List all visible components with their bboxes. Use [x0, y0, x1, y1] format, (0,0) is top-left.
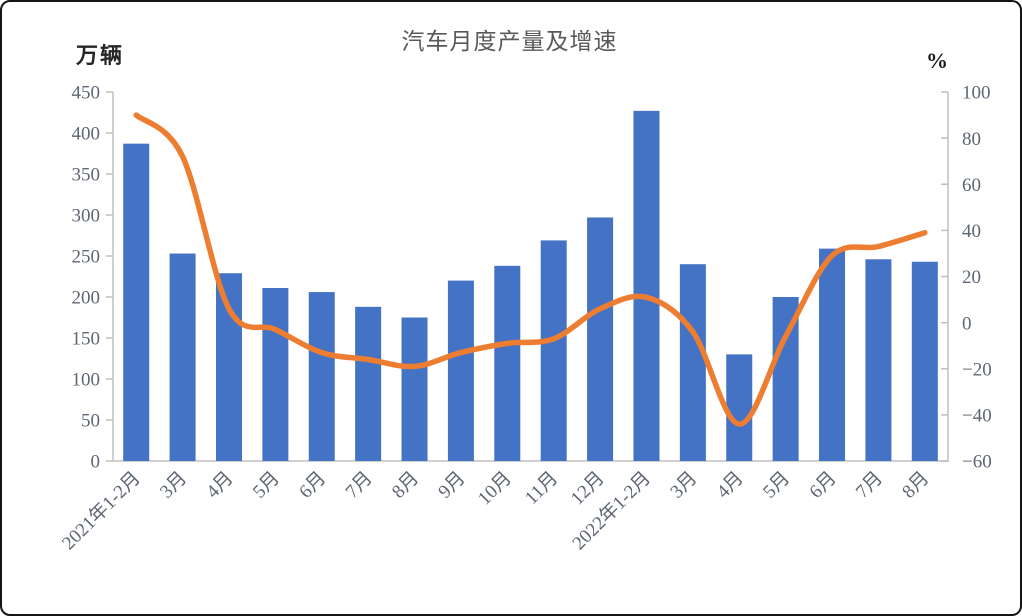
production-bar	[262, 287, 289, 461]
left-axis-tick-label: 0	[91, 452, 101, 473]
production-bar	[726, 354, 753, 461]
production-bar	[865, 259, 892, 461]
x-axis-category-label: 7月	[852, 468, 887, 503]
production-bar	[587, 217, 614, 461]
x-axis-category-label: 2021年1-2月	[58, 467, 145, 554]
x-axis-category-label: 5月	[759, 468, 794, 503]
x-axis-category-label: 8月	[898, 468, 933, 503]
left-axis-tick-label: 350	[72, 165, 101, 186]
production-bar	[494, 265, 521, 461]
right-axis-unit-label: %	[926, 48, 948, 73]
x-axis-category-label: 6月	[806, 468, 841, 503]
production-bar	[911, 261, 938, 461]
right-axis-tick-label: 0	[962, 313, 972, 334]
left-axis-tick-label: 150	[72, 329, 101, 350]
right-axis-tick-label: −20	[962, 359, 992, 380]
production-bar	[679, 264, 706, 461]
left-axis-tick-label: 450	[72, 83, 101, 104]
x-axis-category-label: 6月	[295, 468, 330, 503]
x-axis-category-label: 7月	[342, 468, 377, 503]
production-bar	[540, 240, 567, 461]
left-axis-tick-label: 50	[81, 411, 100, 432]
right-axis-tick-label: 40	[962, 221, 981, 242]
x-axis-category-label: 4月	[713, 468, 748, 503]
left-axis-tick-label: 200	[72, 288, 101, 309]
right-axis-tick-label: −60	[962, 452, 992, 473]
x-axis-category-label: 12月	[567, 468, 609, 510]
left-axis-tick-label: 300	[72, 206, 101, 227]
production-bar	[308, 292, 335, 461]
right-axis-tick-label: 60	[962, 175, 981, 196]
x-axis-category-label: 3月	[666, 468, 701, 503]
production-bar	[401, 317, 428, 461]
x-axis-category-label: 10月	[474, 468, 516, 510]
left-axis-tick-label: 250	[72, 247, 101, 268]
x-axis-category-label: 9月	[434, 468, 469, 503]
right-axis-tick-label: 80	[962, 129, 981, 150]
production-bar	[123, 143, 150, 461]
x-axis-category-label: 8月	[388, 468, 423, 503]
right-axis-tick-label: −40	[962, 406, 992, 427]
production-bar	[215, 273, 242, 461]
left-axis-tick-label: 100	[72, 370, 101, 391]
left-axis-unit-label: 万辆	[76, 43, 125, 68]
production-bar	[819, 248, 846, 461]
x-axis-category-label: 11月	[521, 468, 562, 509]
x-axis-category-label: 5月	[249, 468, 284, 503]
x-axis-category-label: 3月	[156, 468, 191, 503]
production-bar	[169, 253, 196, 461]
growth-rate-line	[133, 112, 928, 427]
production-bar	[447, 280, 474, 461]
left-axis-tick-label: 400	[72, 124, 101, 145]
production-bar	[633, 110, 660, 462]
production-bar	[355, 306, 382, 461]
x-axis-category-label: 4月	[202, 468, 237, 503]
right-axis-tick-label: 20	[962, 267, 981, 288]
chart-title: 汽车月度产量及增速	[401, 29, 618, 54]
right-axis-tick-label: 100	[962, 83, 991, 104]
